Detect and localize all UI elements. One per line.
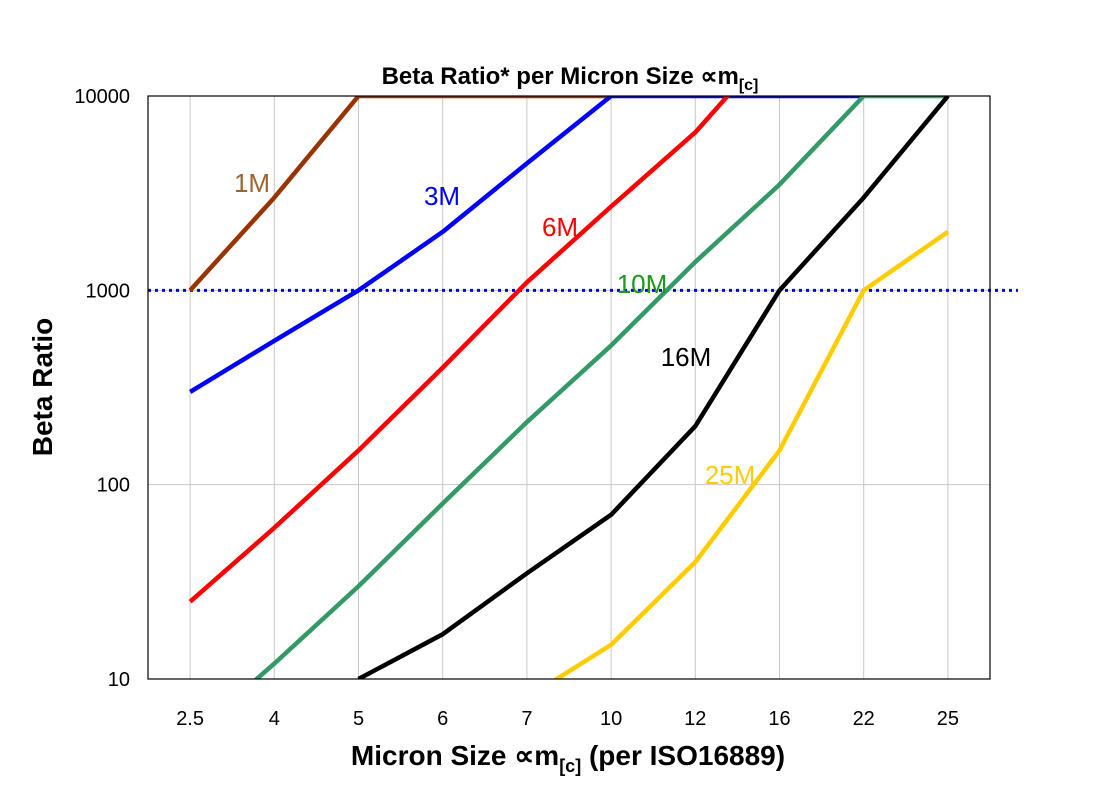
- plot-border: [147, 95, 991, 680]
- x-tick-label: 2.5: [176, 708, 204, 730]
- x-tick-label: 6: [437, 708, 448, 730]
- x-tick-labels: 2.5 4 5 6 7 10 12 16 22 25: [176, 708, 959, 730]
- series-label-25M: 25M: [705, 460, 756, 490]
- chart-title: Beta Ratio* per Micron Size ∝m[c]: [382, 63, 759, 94]
- y-tick-label: 100: [97, 475, 130, 497]
- x-tick-label: 7: [521, 708, 532, 730]
- x-tick-label: 10: [600, 708, 622, 730]
- series-labels: 1M 3M 6M 10M 16M 25M: [234, 168, 755, 490]
- series-line-3M: [188, 96, 864, 394]
- series-line-6M: [188, 96, 731, 604]
- x-tick-label: 4: [269, 708, 280, 730]
- series-line-1M: [188, 96, 612, 292]
- x-tick-label: 16: [768, 708, 790, 730]
- x-tick-label: 25: [937, 708, 959, 730]
- series-label-3M: 3M: [424, 181, 460, 211]
- series-label-16M: 16M: [661, 342, 712, 372]
- y-tick-label: 10: [108, 669, 130, 691]
- y-tick-label: 10000: [74, 86, 130, 108]
- y-axis-label: Beta Ratio: [27, 318, 58, 456]
- x-tick-label: 22: [853, 708, 875, 730]
- x-tick-label: 5: [353, 708, 364, 730]
- series-label-1M: 1M: [234, 168, 270, 198]
- series-label-6M: 6M: [542, 212, 578, 242]
- y-tick-label: 1000: [86, 280, 131, 302]
- series-line-16M: [357, 96, 950, 679]
- series-label-10M: 10M: [617, 269, 668, 299]
- series-lines: [188, 96, 950, 679]
- x-axis-label: Micron Size ∝m[c] (per ISO16889): [351, 740, 785, 776]
- plot-area: [148, 96, 990, 679]
- series-line-25M: [552, 229, 950, 679]
- y-tick-labels: 10 100 1000 10000: [74, 86, 130, 691]
- x-tick-label: 12: [684, 708, 706, 730]
- series-line-10M: [253, 96, 948, 679]
